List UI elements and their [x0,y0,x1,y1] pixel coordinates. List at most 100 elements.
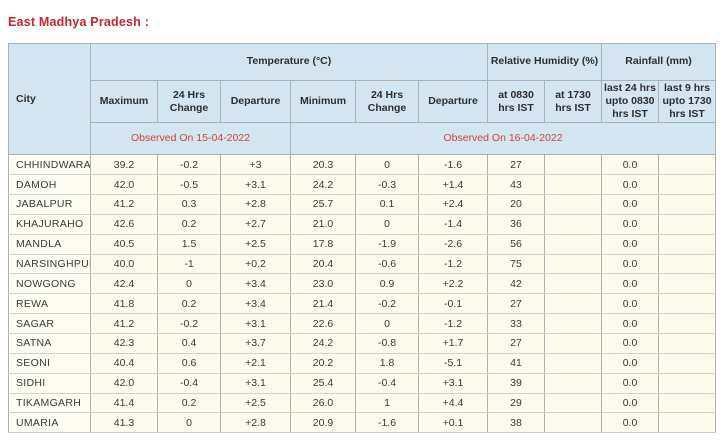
value-cell: 1.5 [157,233,221,255]
value-cell: +3 [220,154,291,176]
value-cell: 39.2 [90,154,158,176]
value-cell: 27 [487,332,545,354]
value-cell: -0.4 [157,372,221,394]
value-cell: 17.8 [290,233,356,255]
value-cell [543,412,603,434]
value-cell [658,213,717,235]
value-cell: +2.5 [220,233,291,255]
value-cell [658,392,717,414]
value-cell: 0.2 [157,213,221,235]
table-row: TIKAMGARH 41.4 0.2 +2.5 26.0 1 +4.4 29 0.0 [8,392,717,414]
value-cell: 0.0 [601,194,660,215]
value-cell: -1.9 [355,233,419,255]
value-cell: 24.2 [290,332,356,354]
value-cell [658,313,717,334]
value-cell: 0.0 [601,273,660,295]
city-cell: SATNA [8,332,91,354]
table-row: UMARIA 41.3 0 +2.8 20.9 -1.6 +0.1 38 0.0 [8,412,717,434]
observed-on-16-04-2022-label: Observed On 16-04-2022 [289,122,717,156]
value-cell [543,273,603,295]
value-cell: -0.5 [157,174,221,196]
table-row: SATNA 42.3 0.4 +3.7 24.2 -0.8 +1.7 27 0.0 [8,332,717,354]
value-cell: -0.2 [157,154,221,176]
header-observed-row: Observed On 15-04-2022 Observed On 16-04… [9,122,717,156]
column-header-city: City [8,42,91,156]
value-cell [543,233,603,255]
value-cell [658,332,717,354]
value-cell: 0 [355,213,419,235]
value-cell: 27 [487,154,545,176]
value-cell: 20.2 [290,352,356,374]
value-cell [543,352,603,374]
value-cell: 0.2 [157,392,221,414]
table-row: SIDHI 42.0 -0.4 +3.1 25.4 -0.4 +3.1 39 0.0 [8,372,717,394]
value-cell [543,372,603,394]
city-cell: TIKAMGARH [8,392,91,414]
value-cell: +2.4 [418,194,488,215]
city-cell: NOWGONG [8,273,91,295]
observed-on-15-04-2022-label: Observed On 15-04-2022 [90,122,291,156]
value-cell: 0.1 [355,194,419,215]
value-cell: 0.0 [601,352,660,374]
value-cell: 0.0 [601,372,660,394]
value-cell: 41.3 [90,412,158,434]
value-cell: -0.2 [157,313,221,334]
table-row: NOWGONG 42.4 0 +3.4 23.0 0.9 +2.2 42 0.0 [8,273,717,295]
city-cell: SIDHI [8,372,91,394]
value-cell: -5.1 [418,352,488,374]
value-cell: 0.0 [601,213,660,235]
value-cell: 23.0 [290,273,356,295]
value-cell [658,174,717,196]
value-cell: 0 [355,154,419,176]
value-cell: 27 [487,293,545,315]
value-cell: 20.9 [290,412,356,434]
city-cell: REWA [8,293,91,315]
value-cell: 1.8 [355,352,419,374]
value-cell: -1.2 [418,253,488,275]
value-cell: +0.2 [220,253,291,275]
value-cell: -0.6 [355,253,419,275]
value-cell: +2.8 [220,412,291,434]
value-cell: 39 [487,372,545,394]
header-group-row: City Temperature (°C) Relative Humidity … [8,42,717,156]
value-cell: -0.1 [418,293,488,315]
value-cell [543,253,603,275]
value-cell: 36 [487,213,545,235]
value-cell: +2.5 [220,392,291,414]
value-cell [543,392,603,414]
table-row: DAMOH 42.0 -0.5 +3.1 24.2 -0.3 +1.4 43 0.0 [8,174,717,196]
value-cell [658,372,717,394]
city-cell: CHHINDWARA [8,154,91,176]
column-header-minimum: Minimum [290,79,356,124]
value-cell: 0.0 [601,293,660,315]
city-cell: SEONI [8,352,91,374]
value-cell: -0.2 [355,293,419,315]
table-row: CHHINDWARA 39.2 -0.2 +3 20.3 0 -1.6 27 0.0 [8,154,717,176]
page-title: East Madhya Pradesh : [8,15,150,29]
value-cell [658,154,717,176]
column-header-departure-min: Departure [418,79,488,124]
value-cell: 38 [487,412,545,434]
value-cell: 0.0 [601,392,660,414]
value-cell [543,213,603,235]
column-header-rain-last9: last 9 hrs upto 1730 hrs IST [658,79,717,124]
value-cell: +3.1 [418,372,488,394]
value-cell: 41.8 [90,293,158,315]
value-cell: -1.6 [355,412,419,434]
column-header-rh-0830: at 0830 hrs IST [487,79,545,124]
column-header-24hrs-change-max: 24 Hrs Change [157,79,221,124]
group-header-temperature: Temperature (°C) [90,43,488,81]
value-cell: -0.3 [355,174,419,196]
value-cell: 1 [355,392,419,414]
column-header-rh-1730: at 1730 hrs IST [543,79,603,124]
value-cell: 0.0 [601,233,660,255]
value-cell: +4.4 [418,392,488,414]
value-cell: +3.1 [220,313,291,334]
value-cell: 0.6 [157,352,221,374]
value-cell: 42.4 [90,273,158,295]
value-cell: 20.4 [290,253,356,275]
value-cell: 33 [487,313,545,334]
value-cell [658,293,717,315]
value-cell: 0.3 [157,194,221,215]
value-cell: -2.6 [418,233,488,255]
